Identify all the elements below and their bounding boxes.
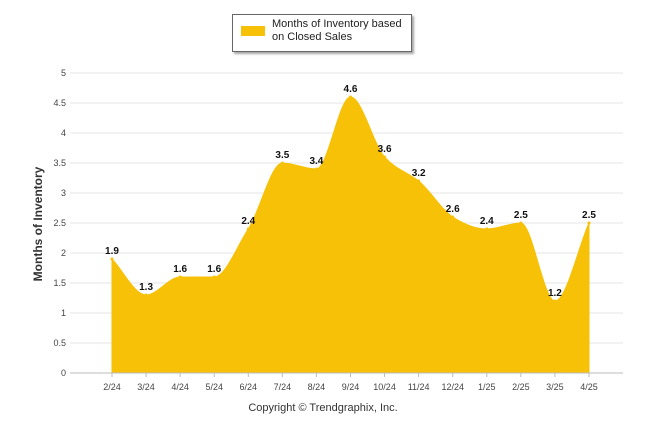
x-tick-label: 7/24 <box>274 382 292 392</box>
data-label: 2.4 <box>241 216 255 227</box>
data-label: 3.5 <box>275 150 289 161</box>
x-tick-label: 2/24 <box>103 382 121 392</box>
x-tick-label: 3/24 <box>137 382 155 392</box>
data-point <box>349 95 352 99</box>
data-point <box>383 155 387 159</box>
y-tick-label: 3.5 <box>53 158 66 168</box>
data-label: 1.6 <box>173 264 187 275</box>
data-label: 2.6 <box>446 204 460 215</box>
data-label: 4.6 <box>344 84 358 95</box>
data-label: 2.5 <box>514 210 528 221</box>
data-point <box>485 227 489 231</box>
y-tick-label: 3 <box>61 188 66 198</box>
x-tick-label: 12/24 <box>441 382 464 392</box>
data-point <box>451 215 455 219</box>
legend: Months of Inventory based on Closed Sale… <box>232 14 412 52</box>
y-tick-label: 5 <box>61 68 66 78</box>
y-tick-label: 0 <box>61 368 66 378</box>
data-label: 2.5 <box>582 210 596 221</box>
y-tick-label: 0.5 <box>53 338 66 348</box>
legend-swatch <box>241 26 265 36</box>
data-point <box>110 257 114 261</box>
y-axis-label: Months of Inventory <box>31 166 45 282</box>
y-tick-label: 2 <box>61 248 66 258</box>
data-label: 3.6 <box>378 144 392 155</box>
data-label: 1.3 <box>139 282 153 293</box>
data-label: 1.9 <box>105 246 119 257</box>
y-tick-label: 1 <box>61 308 66 318</box>
x-tick-label: 2/25 <box>512 382 530 392</box>
x-tick-label: 4/25 <box>580 382 598 392</box>
y-tick-label: 4.5 <box>53 98 66 108</box>
y-tick-label: 4 <box>61 128 66 138</box>
copyright-text: Copyright © Trendgraphix, Inc. <box>248 402 398 414</box>
x-tick-label: 4/24 <box>171 382 189 392</box>
data-point <box>314 167 318 171</box>
x-tick-label: 1/25 <box>478 382 496 392</box>
x-tick-label: 10/24 <box>373 382 396 392</box>
data-point <box>553 299 557 303</box>
data-point <box>587 221 591 225</box>
data-point <box>519 221 523 225</box>
legend-label: Months of Inventory based on Closed Sale… <box>272 18 402 43</box>
data-point <box>417 179 421 183</box>
data-label: 3.4 <box>309 156 323 167</box>
data-label: 1.2 <box>548 288 562 299</box>
data-point <box>178 275 182 279</box>
data-point <box>212 275 216 279</box>
x-tick-label: 9/24 <box>342 382 360 392</box>
x-tick-label: 3/25 <box>546 382 564 392</box>
data-point <box>280 161 284 165</box>
data-point <box>144 293 148 297</box>
data-point <box>246 227 250 231</box>
x-tick-label: 11/24 <box>408 382 430 392</box>
y-tick-label: 2.5 <box>53 218 66 228</box>
x-tick-label: 5/24 <box>205 382 223 392</box>
data-label: 3.2 <box>412 168 426 179</box>
y-tick-label: 1.5 <box>53 278 66 288</box>
x-tick-label: 8/24 <box>308 382 326 392</box>
x-tick-label: 6/24 <box>240 382 258 392</box>
data-label: 2.4 <box>480 216 494 227</box>
series-area <box>111 96 590 374</box>
data-label: 1.6 <box>207 264 221 275</box>
